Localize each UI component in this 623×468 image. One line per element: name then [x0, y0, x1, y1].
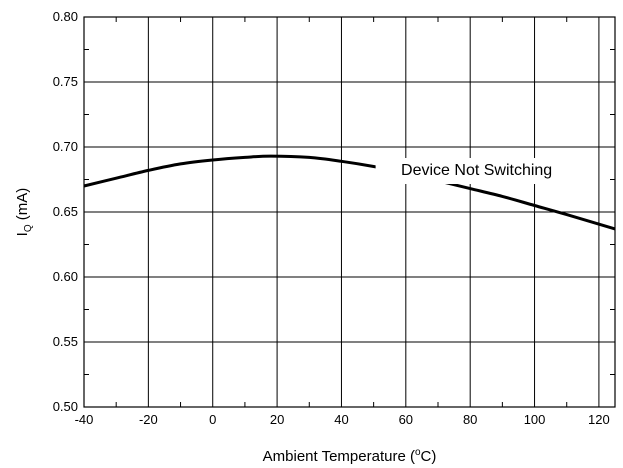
- x-axis-label-superscript: o: [415, 447, 421, 458]
- y-tick-label: 0.50: [53, 399, 78, 414]
- y-axis-label-subscript: Q: [23, 224, 34, 232]
- x-tick-label: 40: [334, 412, 348, 427]
- y-tick-label: 0.55: [53, 334, 78, 349]
- annotation-background: [375, 158, 578, 184]
- y-axis-label-main: I: [14, 232, 31, 236]
- x-tick-label: 60: [399, 412, 413, 427]
- y-tick-label: 0.75: [53, 74, 78, 89]
- annotation: Device Not Switching: [375, 158, 578, 184]
- y-tick-label: 0.65: [53, 204, 78, 219]
- series-layer: [83, 154, 616, 231]
- x-tick-label: -40: [75, 412, 94, 427]
- series-line: [83, 154, 616, 231]
- y-tick-label: 0.80: [53, 9, 78, 24]
- x-tick-labels: -40 -20 0 20 40 60 80 100 120: [75, 412, 610, 427]
- plot-frame: [83, 16, 616, 408]
- x-axis-label-prefix: Ambient Temperature (: [263, 448, 415, 465]
- grid-lines: [83, 16, 615, 408]
- x-tick-label: 100: [524, 412, 546, 427]
- y-axis-label: IQ (mA): [14, 188, 34, 237]
- x-axis-label-suffix: C): [421, 448, 437, 465]
- annotation-label: Device Not Switching: [401, 162, 552, 179]
- x-tick-label: 0: [209, 412, 216, 427]
- x-tick-label: 20: [270, 412, 284, 427]
- y-tick-label: 0.60: [53, 269, 78, 284]
- minor-ticks: [84, 17, 615, 407]
- y-tick-labels: 0.50 0.55 0.60 0.65 0.70 0.75 0.80: [53, 9, 78, 414]
- x-tick-label: 120: [588, 412, 610, 427]
- x-tick-label: 80: [463, 412, 477, 427]
- y-axis-label-suffix: (mA): [14, 188, 31, 225]
- x-tick-label: -20: [139, 412, 158, 427]
- y-tick-label: 0.70: [53, 139, 78, 154]
- x-axis-label: Ambient Temperature (oC): [263, 447, 437, 465]
